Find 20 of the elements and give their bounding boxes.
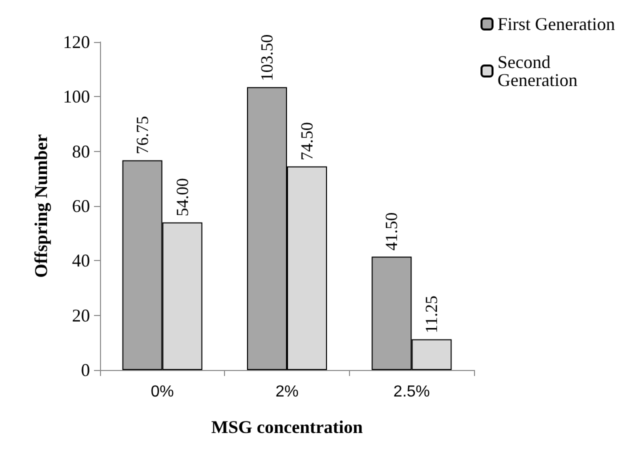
data-label: 74.50: [298, 122, 316, 160]
x-tick-label: 0%: [150, 384, 174, 400]
data-label: 76.75: [132, 116, 152, 154]
y-tick-label: 0: [81, 360, 90, 380]
data-label: 11.25: [422, 296, 442, 334]
x-axis-title: MSG concentration: [211, 417, 363, 437]
y-tick-label: 20: [72, 305, 90, 326]
y-tick-label: 80: [72, 141, 90, 162]
legend-label: First Generation: [498, 14, 616, 34]
legend-label: Second Generation: [498, 52, 578, 90]
y-tick-label: 100: [63, 86, 90, 107]
data-label: 41.50: [382, 212, 402, 251]
y-tick-label: 40: [72, 250, 90, 271]
data-label: 54.00: [172, 178, 192, 216]
y-axis-title: Offspring Number: [31, 134, 51, 278]
x-tick-label: 2%: [275, 384, 299, 400]
data-label: 103.50: [258, 34, 276, 82]
x-tick-label: 2.5%: [393, 384, 430, 400]
y-tick-label: 120: [63, 32, 90, 52]
y-tick-label: 60: [72, 196, 90, 216]
